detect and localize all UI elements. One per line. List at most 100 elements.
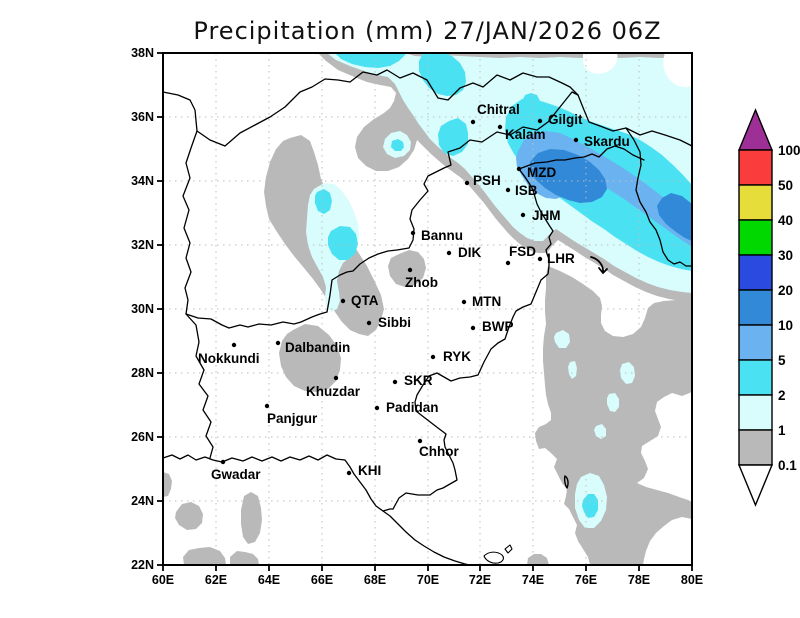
precip-region-top-strip-cyan <box>335 53 406 68</box>
city-dot-Gwadar <box>220 459 226 465</box>
legend-label-40: 40 <box>778 213 793 228</box>
city-label-Zhob: Zhob <box>405 275 438 290</box>
city-label-Gilgit: Gilgit <box>548 112 583 127</box>
city-dot-PSH <box>464 180 470 186</box>
precip-region-zhob-blob <box>388 250 426 287</box>
city-dot-Dalbandin <box>275 340 281 346</box>
city-label-Padidan: Padidan <box>386 400 439 415</box>
geo-durand-line <box>185 91 579 329</box>
precip-region-karakoram-white-hole-1 <box>583 53 618 74</box>
precip-region-sea-gray-3 <box>241 492 262 544</box>
city-label-Dalbandin: Dalbandin <box>285 340 350 355</box>
precip-region-sea-gray-4 <box>175 502 203 530</box>
city-dot-QTA <box>340 298 346 304</box>
city-dot-Zhob <box>407 267 413 273</box>
y-tick-label-28N: 28N <box>131 366 154 380</box>
geo-kutch-coastline <box>382 510 471 566</box>
city-dot-Chhor <box>417 438 423 444</box>
legend-box-royal <box>738 254 773 291</box>
legend-arrow-top <box>737 108 774 151</box>
y-tick-label-24N: 24N <box>131 494 154 508</box>
y-tick-label-30N: 30N <box>131 302 154 316</box>
precip-region-west-central-cyan-big <box>328 226 358 260</box>
precip-region-india-pale-spot-5 <box>594 424 606 439</box>
geo-small-lake-mark <box>563 475 569 489</box>
geo-north-afghan-border <box>196 69 693 147</box>
city-dot-JHM <box>520 212 526 218</box>
legend-label-20: 20 <box>778 283 793 298</box>
city-label-ISB: ISB <box>515 183 538 198</box>
precip-region-sea-gray-2 <box>230 551 259 565</box>
precip-region-se-blob-cyan <box>582 494 598 518</box>
x-tick-label-74E: 74E <box>522 573 544 587</box>
x-tick-label-66E: 66E <box>311 573 333 587</box>
x-tick-label-70E: 70E <box>417 573 439 587</box>
x-tick-label-64E: 64E <box>258 573 280 587</box>
precip-region-east-edge-mblue <box>657 193 692 241</box>
city-label-RYK: RYK <box>443 349 471 364</box>
city-label-Chitral: Chitral <box>477 102 520 117</box>
city-dot-KHI <box>346 470 352 476</box>
city-label-FSD: FSD <box>509 244 536 259</box>
city-label-QTA: QTA <box>351 293 379 308</box>
city-label-Sibbi: Sibbi <box>378 315 411 330</box>
city-label-DIK: DIK <box>458 245 482 260</box>
city-dot-FSD <box>505 260 511 266</box>
geo-river-mark <box>590 256 608 274</box>
city-dot-Panjgur <box>264 403 270 409</box>
x-tick-label-80E: 80E <box>681 573 703 587</box>
x-tick-label-76E: 76E <box>575 573 597 587</box>
legend-box-cyan <box>738 359 773 396</box>
city-dot-MZD <box>516 166 522 172</box>
city-dot-BWP <box>470 325 476 331</box>
city-label-Chhor: Chhor <box>419 444 459 459</box>
legend-arrow-bottom <box>737 464 774 507</box>
city-dot-Gilgit <box>537 118 543 124</box>
y-tick-label-22N: 22N <box>131 558 154 572</box>
y-tick-label-38N: 38N <box>131 46 154 60</box>
city-label-SKR: SKR <box>404 373 433 388</box>
city-dot-Chitral <box>470 119 476 125</box>
legend-box-gray <box>738 429 773 466</box>
legend-box-green <box>738 219 773 256</box>
city-dot-Kalam <box>497 124 503 130</box>
precip-region-north-pale-band <box>327 53 692 293</box>
city-label-MZD: MZD <box>527 165 556 180</box>
precip-region-sea-gray-5 <box>163 472 172 497</box>
legend-label-2: 2 <box>778 388 786 403</box>
city-label-JHM: JHM <box>532 208 561 223</box>
city-label-BWP: BWP <box>482 319 514 334</box>
precip-region-west-central-cyan-small <box>315 189 332 214</box>
geo-india-border-loc <box>392 145 645 510</box>
x-tick-label-62E: 62E <box>205 573 227 587</box>
city-dot-RYK <box>430 354 436 360</box>
city-dot-ISB <box>505 187 511 193</box>
legend-label-10: 10 <box>778 318 793 333</box>
city-label-KHI: KHI <box>358 463 381 478</box>
city-dot-Sibbi <box>366 320 372 326</box>
precip-region-khuzdar-blob <box>279 324 341 392</box>
legend-box-pale <box>738 394 773 431</box>
geo-kashmir-lac-line <box>625 127 693 267</box>
city-label-PSH: PSH <box>473 173 501 188</box>
precip-region-india-pale-spot-3 <box>620 362 635 384</box>
city-dot-DIK <box>446 250 452 256</box>
city-dot-Nokkundi <box>231 342 237 348</box>
city-dot-Khuzdar <box>333 375 339 381</box>
x-tick-label-78E: 78E <box>628 573 650 587</box>
legend-label-1: 1 <box>778 423 786 438</box>
precip-region-bottom-gray-6 <box>527 554 549 565</box>
geo-indus-delta-islands <box>483 544 513 564</box>
precip-region-east-india-field <box>535 266 692 565</box>
legend-label-50: 50 <box>778 178 793 193</box>
city-dot-MTN <box>461 299 467 305</box>
y-tick-label-36N: 36N <box>131 110 154 124</box>
precip-region-mzd-mblue-core <box>530 149 607 203</box>
city-dot-Bannu <box>410 230 416 236</box>
chart-title: Precipitation (mm) 27/JAN/2026 06Z <box>193 17 662 45</box>
city-label-Skardu: Skardu <box>584 134 630 149</box>
city-label-Bannu: Bannu <box>421 228 463 243</box>
geo-iran-west-border <box>162 91 214 459</box>
legend-label-30: 30 <box>778 248 793 263</box>
